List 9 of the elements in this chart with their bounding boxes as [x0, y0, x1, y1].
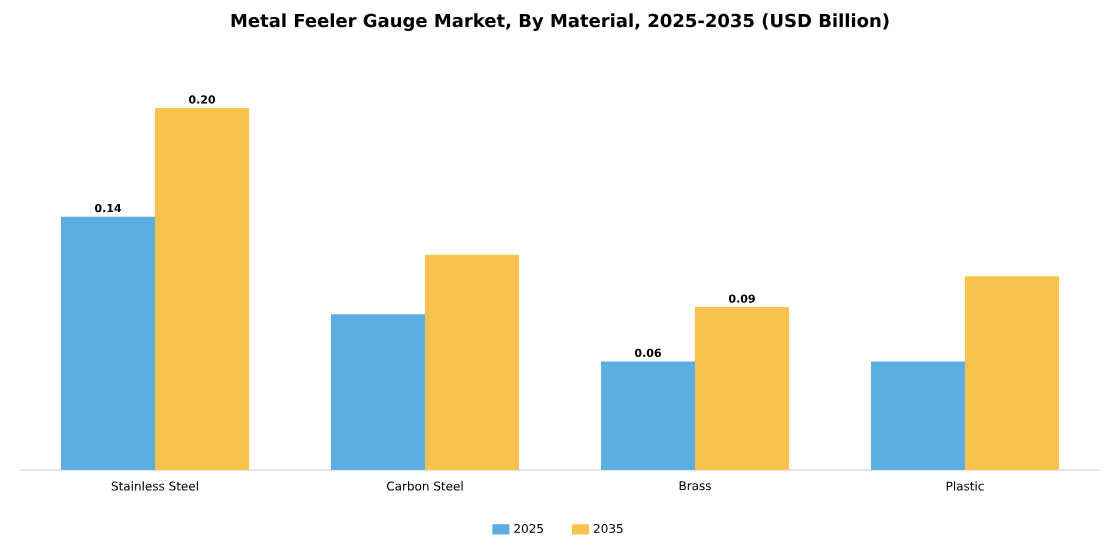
chart-title: Metal Feeler Gauge Market, By Material, 2025-2035 (USD Billion) — [231, 13, 889, 31]
bar — [964, 276, 1059, 470]
bar — [331, 314, 426, 470]
bar — [601, 361, 695, 470]
bar — [61, 216, 156, 470]
bar — [870, 361, 965, 470]
bar — [155, 108, 250, 470]
bar — [425, 254, 519, 470]
bar — [694, 307, 789, 470]
